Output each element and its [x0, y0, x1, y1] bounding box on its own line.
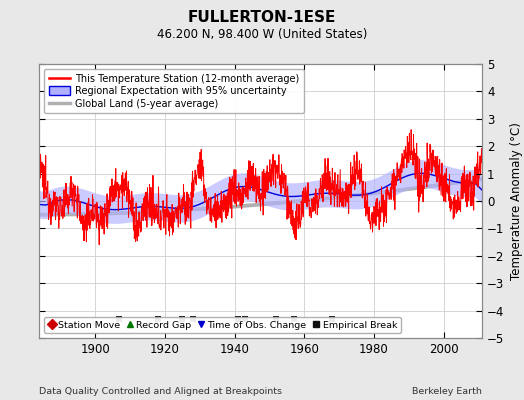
Text: FULLERTON-1ESE: FULLERTON-1ESE — [188, 10, 336, 25]
Y-axis label: Temperature Anomaly (°C): Temperature Anomaly (°C) — [510, 122, 523, 280]
Text: Berkeley Earth: Berkeley Earth — [412, 387, 482, 396]
Legend: Station Move, Record Gap, Time of Obs. Change, Empirical Break: Station Move, Record Gap, Time of Obs. C… — [44, 317, 401, 333]
Text: 46.200 N, 98.400 W (United States): 46.200 N, 98.400 W (United States) — [157, 28, 367, 41]
Text: Data Quality Controlled and Aligned at Breakpoints: Data Quality Controlled and Aligned at B… — [39, 387, 282, 396]
